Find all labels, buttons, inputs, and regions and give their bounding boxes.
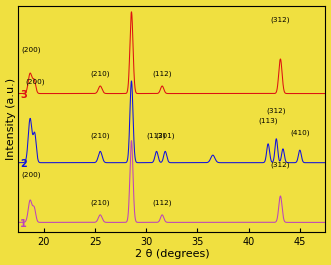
Text: (210): (210)	[90, 200, 110, 206]
Text: (200): (200)	[22, 46, 41, 53]
Text: (312): (312)	[266, 107, 286, 114]
Text: 1: 1	[21, 219, 27, 229]
Text: 3: 3	[21, 90, 27, 100]
Text: (200): (200)	[22, 171, 41, 178]
Text: (112): (112)	[152, 71, 172, 77]
Text: (210): (210)	[90, 132, 110, 139]
Text: (410): (410)	[290, 130, 309, 136]
Text: (312): (312)	[271, 162, 290, 168]
Text: (210): (210)	[90, 71, 110, 77]
Text: (301): (301)	[156, 132, 175, 139]
Y-axis label: Intensity (a.u.): Intensity (a.u.)	[6, 78, 16, 160]
Text: (112): (112)	[152, 200, 172, 206]
Text: (112): (112)	[147, 132, 166, 139]
Text: 2: 2	[21, 159, 27, 169]
Text: (312): (312)	[271, 16, 290, 23]
Text: (113): (113)	[259, 117, 278, 124]
Text: (200): (200)	[25, 79, 44, 85]
X-axis label: 2 θ (degrees): 2 θ (degrees)	[135, 249, 209, 259]
